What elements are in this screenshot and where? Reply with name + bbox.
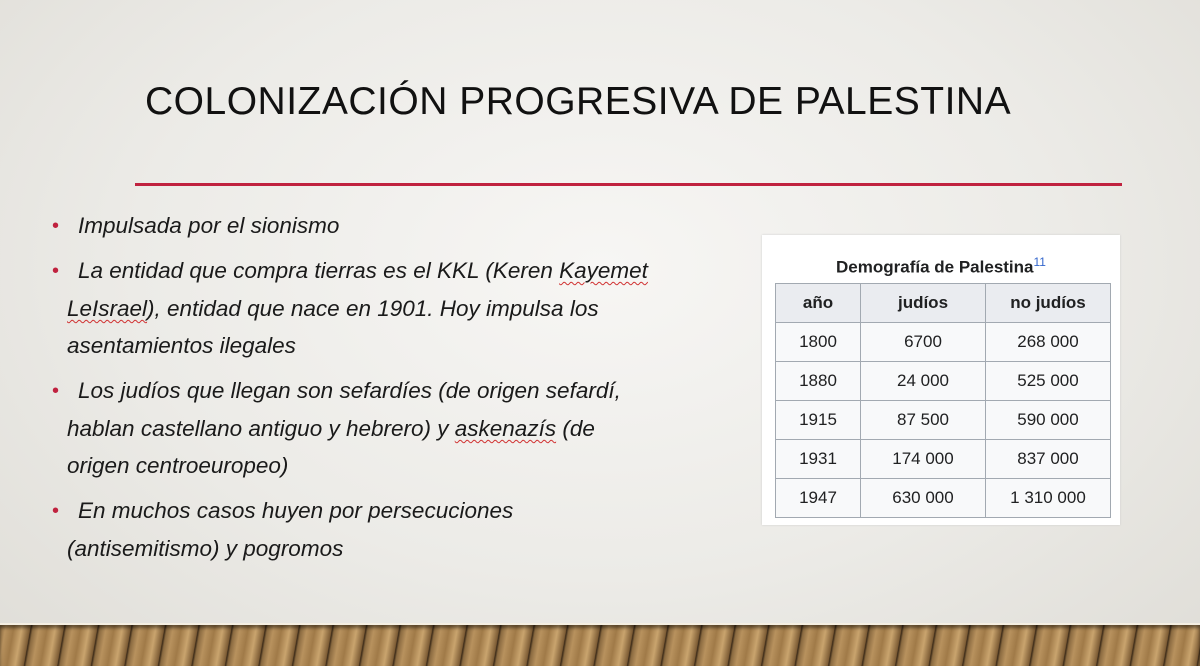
table-row: 1915 87 500 590 000 <box>775 400 1111 440</box>
spellcheck-underline: Kayemet <box>559 258 648 283</box>
bullet-line: Los judíos que llegan son sefardíes (de … <box>78 378 621 403</box>
table-cell: 590 000 <box>985 400 1111 440</box>
bullet-line: origen centroeuropeo) <box>67 453 289 478</box>
table-cell: 1931 <box>775 439 861 479</box>
bullet-line: asentamientos ilegales <box>67 333 296 358</box>
bullet-icon: • <box>52 380 60 402</box>
bullet-line: (antisemitismo) y pogromos <box>67 536 344 561</box>
table-cell: 837 000 <box>985 439 1111 479</box>
table-cell: 6700 <box>860 322 986 362</box>
bullet-line: En muchos casos huyen por persecuciones <box>78 498 514 523</box>
table-cell: 87 500 <box>860 400 986 440</box>
table-cell: 525 000 <box>985 361 1111 401</box>
demography-table-image: Demografía de Palestina11 año judíos no … <box>762 235 1120 525</box>
demography-table: año judíos no judíos 1800 6700 268 000 1880… <box>775 283 1111 518</box>
header-year: año <box>775 283 861 323</box>
reference-link[interactable]: 11 <box>1033 255 1046 269</box>
header-non-jews: no judíos <box>985 283 1111 323</box>
slide-title: COLONIZACIÓN PROGRESIVA DE PALESTINA <box>145 80 1012 123</box>
bullet-icon: • <box>52 500 60 522</box>
bullet-line: Impulsada por el sionismo <box>78 213 340 238</box>
table-cell: 1947 <box>775 478 861 518</box>
table-row: 1880 24 000 525 000 <box>775 361 1111 401</box>
bullet-line: LeIsrael), entidad que nace en 1901. Hoy… <box>67 296 599 321</box>
table-row: 1931 174 000 837 000 <box>775 439 1111 479</box>
table-cell: 1915 <box>775 400 861 440</box>
bullet-icon: • <box>52 260 60 282</box>
caption-text: Demografía de Palestina <box>836 257 1034 277</box>
table-cell: 268 000 <box>985 322 1111 362</box>
table-cell: 1880 <box>775 361 861 401</box>
table-cell: 1 310 000 <box>985 478 1111 518</box>
header-jews: judíos <box>860 283 986 323</box>
title-divider <box>135 183 1122 186</box>
spellcheck-underline: LeIsrael <box>67 296 148 321</box>
bullet-line: hablan castellano antiguo y hebrero) y a… <box>67 416 595 441</box>
table-row: 1947 630 000 1 310 000 <box>775 478 1111 518</box>
table-cell: 174 000 <box>860 439 986 479</box>
spellcheck-underline: askenazís <box>454 416 557 441</box>
table-caption: Demografía de Palestina11 <box>762 255 1120 278</box>
table-row: 1800 6700 268 000 <box>775 322 1111 362</box>
bullet-icon: • <box>52 215 60 237</box>
wood-floor-decoration <box>0 623 1200 666</box>
table-cell: 630 000 <box>860 478 986 518</box>
table-cell: 24 000 <box>860 361 986 401</box>
bullet-line: La entidad que compra tierras es el KKL … <box>78 258 648 283</box>
table-header-row: año judíos no judíos <box>775 283 1111 323</box>
table-cell: 1800 <box>775 322 861 362</box>
